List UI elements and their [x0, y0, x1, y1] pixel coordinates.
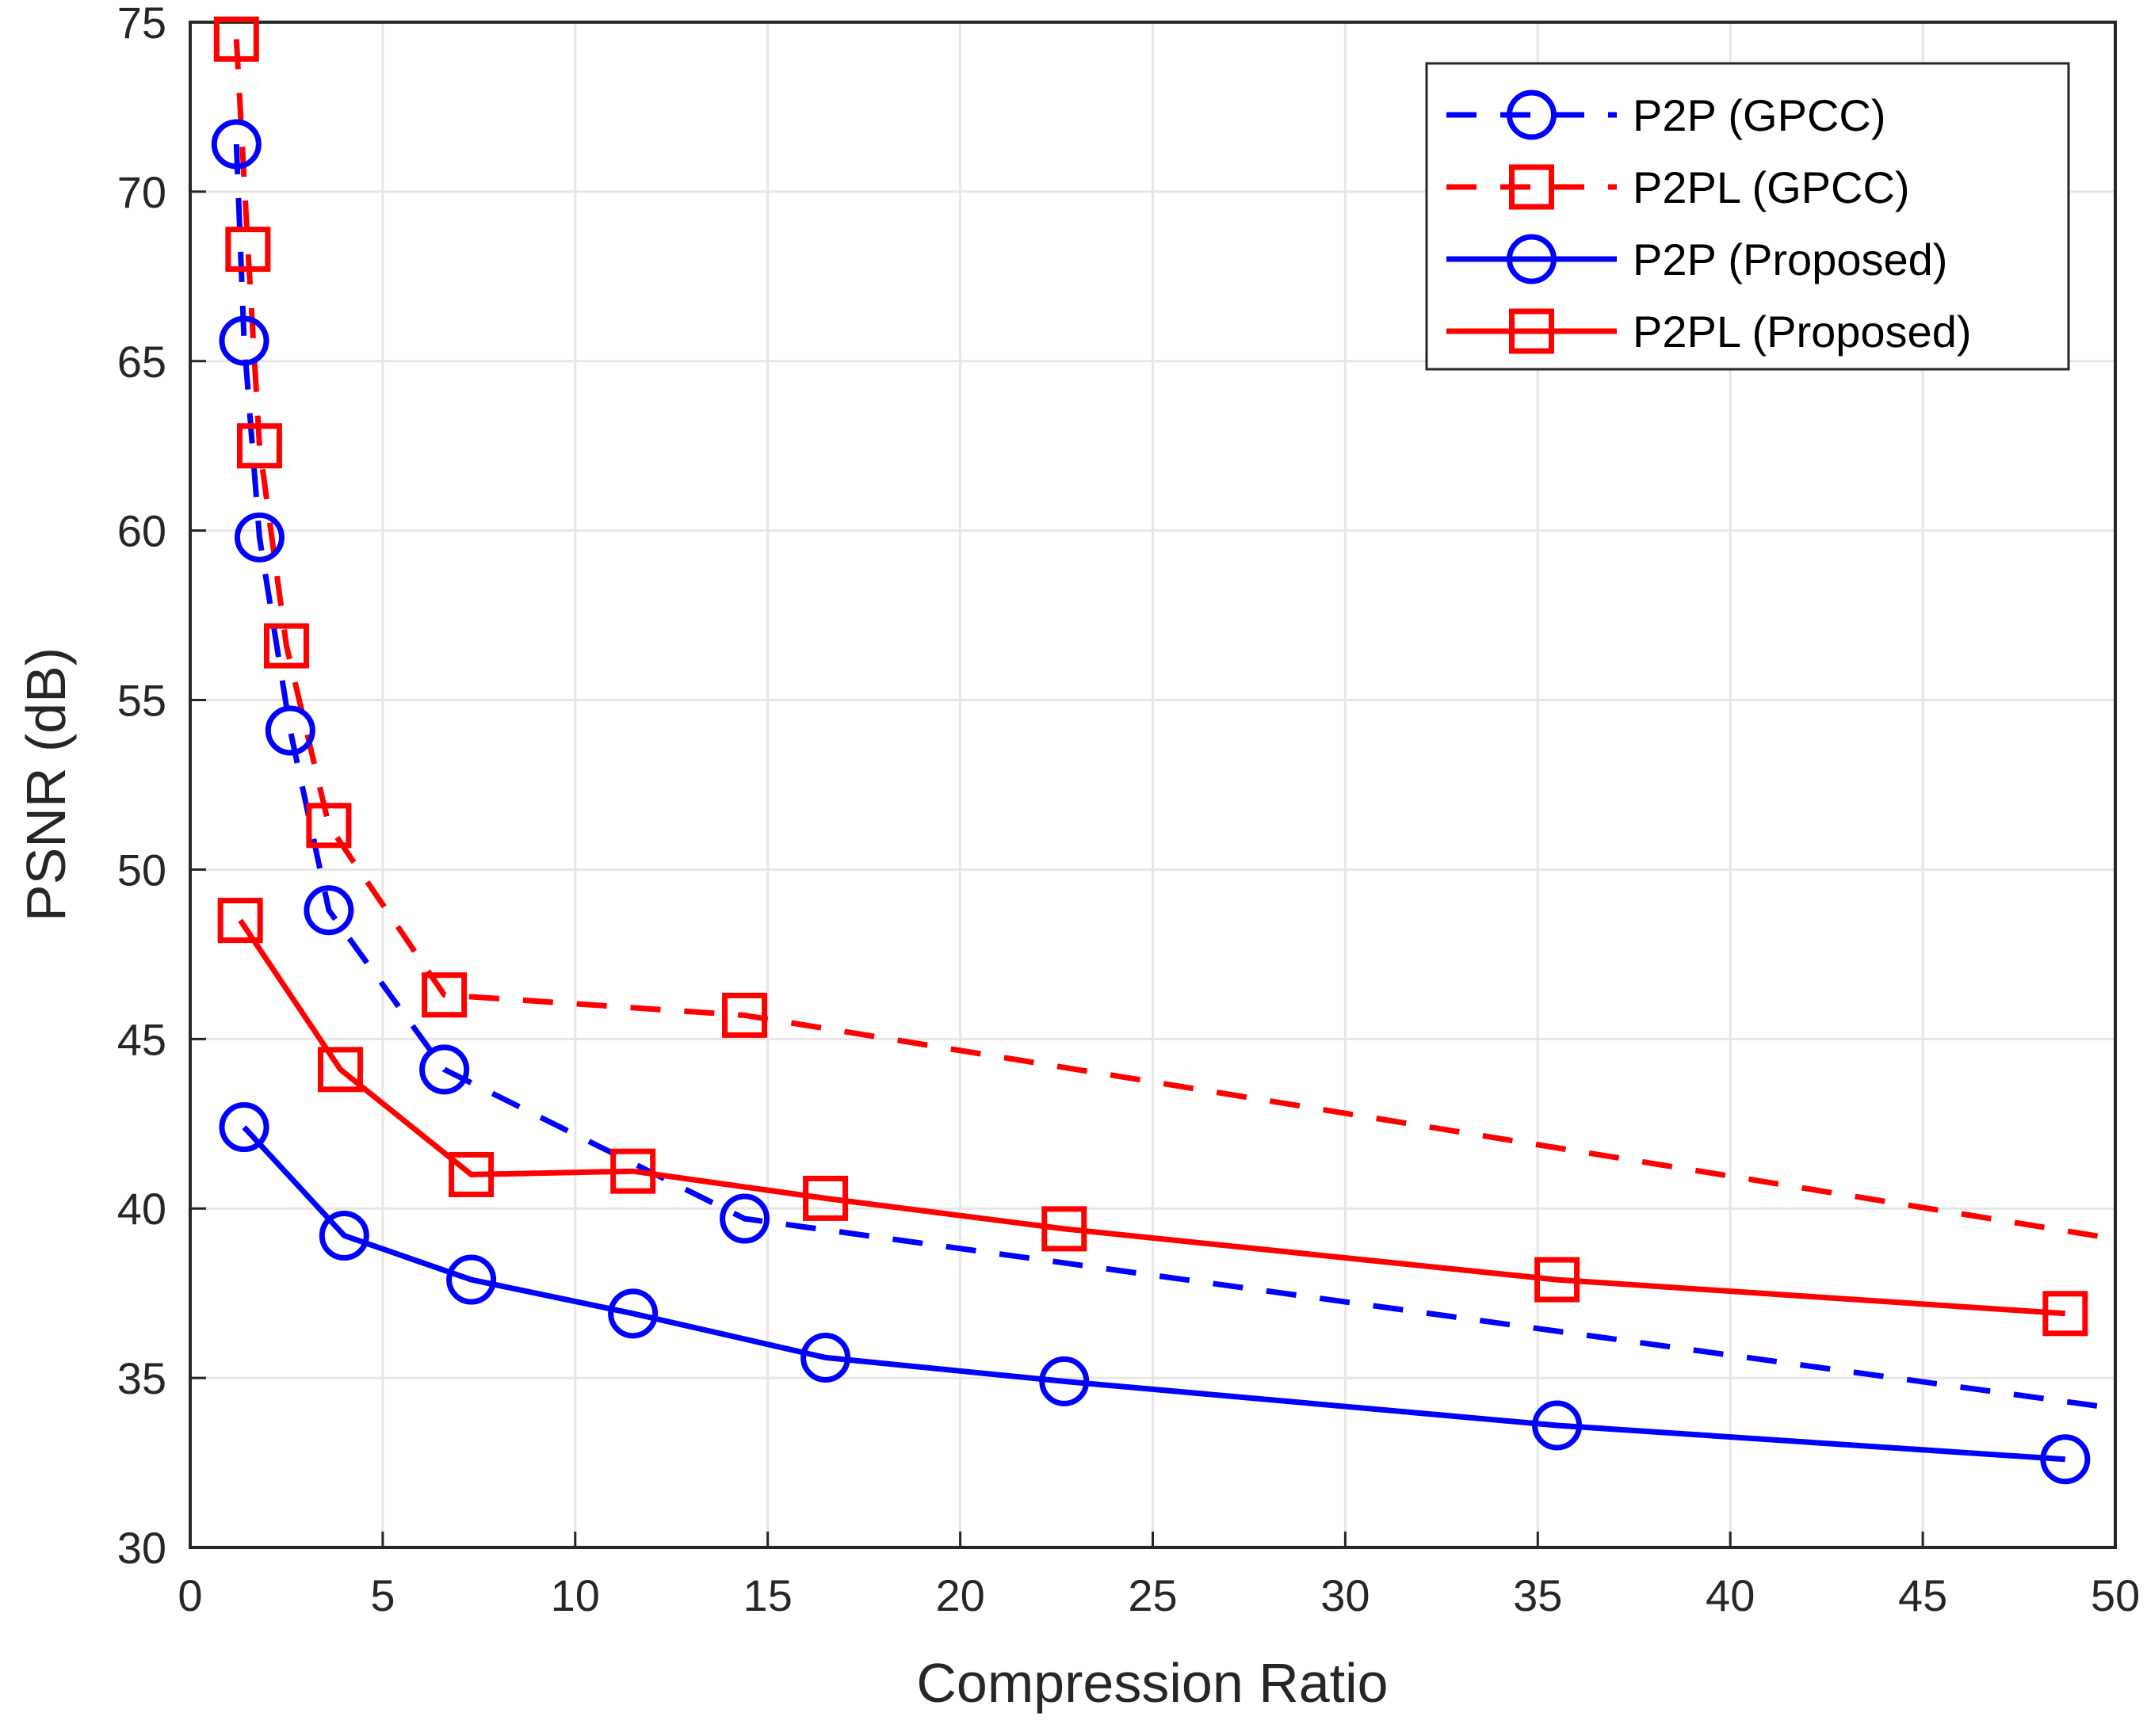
- legend-marker: [1507, 90, 1557, 140]
- x-tick-label: 10: [551, 1570, 600, 1620]
- legend: P2P (GPCC) P2PL (GPCC) P2P (Proposed) P2PL …: [1425, 62, 2070, 371]
- legend-marker: [1509, 308, 1554, 354]
- data-point-p2pl-proposed: [610, 1148, 656, 1194]
- y-tick-label: 50: [117, 845, 166, 895]
- data-point-p2pl-proposed: [1041, 1206, 1087, 1252]
- y-tick-label: 40: [117, 1184, 166, 1234]
- x-tick-label: 50: [2091, 1570, 2140, 1620]
- legend-entry-p2pl-proposed: P2PL (Proposed): [1446, 307, 1972, 357]
- data-point-p2p-proposed: [1039, 1356, 1090, 1406]
- data-point-p2pl-gpcc: [306, 803, 352, 849]
- data-point-p2pl-proposed: [449, 1151, 495, 1197]
- data-point-p2pl-proposed: [1534, 1257, 1580, 1303]
- data-point-p2pl-gpcc: [213, 16, 259, 62]
- legend-label: P2P (GPCC): [1633, 90, 1885, 140]
- data-point-p2p-gpcc: [234, 512, 285, 563]
- data-point-p2p-gpcc: [211, 119, 262, 170]
- x-axis-title: Compression Ratio: [916, 1652, 1388, 1714]
- x-tick-label: 30: [1320, 1570, 1370, 1620]
- legend-marker: [1507, 234, 1557, 284]
- x-tick-label: 35: [1513, 1570, 1562, 1620]
- data-point-p2pl-proposed: [317, 1047, 363, 1093]
- x-tick-label: 40: [1706, 1570, 1755, 1620]
- series-line-p2p-gpcc: [233, 143, 2115, 1412]
- data-point-p2pl-gpcc: [236, 423, 282, 469]
- legend-entry-p2p-proposed: P2P (Proposed): [1446, 234, 1947, 284]
- legend-label: P2PL (Proposed): [1633, 307, 1972, 357]
- legend-label: P2PL (GPCC): [1633, 162, 1910, 212]
- x-axis: 0 5 10 15 20 25 30 35 40 45 50: [178, 1532, 2140, 1620]
- data-point-p2p-proposed: [608, 1288, 659, 1339]
- data-point-p2p-gpcc: [720, 1193, 770, 1244]
- data-point-p2pl-proposed: [803, 1175, 849, 1221]
- y-tick-label: 30: [117, 1523, 166, 1573]
- x-tick-label: 45: [1898, 1570, 1947, 1620]
- data-point-p2p-gpcc: [265, 705, 315, 756]
- x-tick-label: 5: [370, 1570, 395, 1620]
- data-point-p2p-proposed: [800, 1332, 851, 1383]
- data-point-p2p-proposed: [219, 1102, 269, 1153]
- data-point-p2pl-gpcc: [263, 623, 309, 669]
- legend-entry-p2p-gpcc: P2P (GPCC): [1446, 90, 1885, 140]
- data-point-p2p-proposed: [1532, 1400, 1583, 1451]
- data-point-p2pl-gpcc: [722, 992, 768, 1038]
- data-point-p2p-gpcc: [419, 1044, 470, 1095]
- x-tick-label: 15: [743, 1570, 793, 1620]
- legend-marker: [1509, 164, 1554, 210]
- y-tick-label: 65: [117, 337, 166, 387]
- x-tick-label: 0: [178, 1570, 202, 1620]
- legend-label: P2P (Proposed): [1633, 235, 1947, 284]
- legend-box: [1425, 62, 2070, 371]
- data-point-p2p-proposed: [446, 1254, 497, 1305]
- marker-layer: [211, 16, 2091, 1485]
- data-point-p2p-gpcc: [304, 885, 354, 936]
- data-point-p2p-gpcc: [219, 315, 269, 366]
- data-point-p2pl-proposed: [2042, 1291, 2088, 1337]
- y-tick-label: 75: [117, 0, 166, 48]
- y-tick-label: 70: [117, 167, 166, 217]
- data-point-p2p-proposed: [319, 1210, 369, 1261]
- data-point-p2pl-gpcc: [422, 972, 468, 1018]
- y-tick-label: 35: [117, 1353, 166, 1403]
- legend-entry-p2pl-gpcc: P2PL (GPCC): [1446, 162, 1910, 212]
- data-point-p2p-proposed: [2040, 1434, 2091, 1485]
- y-axis: 30 35 40 45 50 55 60 65 70 75: [117, 0, 206, 1573]
- data-point-p2pl-proposed: [217, 898, 263, 944]
- y-tick-label: 60: [117, 506, 166, 556]
- y-axis-title: PSNR (dB): [15, 647, 77, 921]
- series-line-p2pl-gpcc: [233, 39, 2115, 1242]
- y-tick-label: 45: [117, 1014, 166, 1064]
- y-tick-label: 55: [117, 676, 166, 726]
- x-tick-label: 20: [935, 1570, 984, 1620]
- data-point-p2pl-gpcc: [225, 227, 271, 273]
- x-tick-label: 25: [1128, 1570, 1177, 1620]
